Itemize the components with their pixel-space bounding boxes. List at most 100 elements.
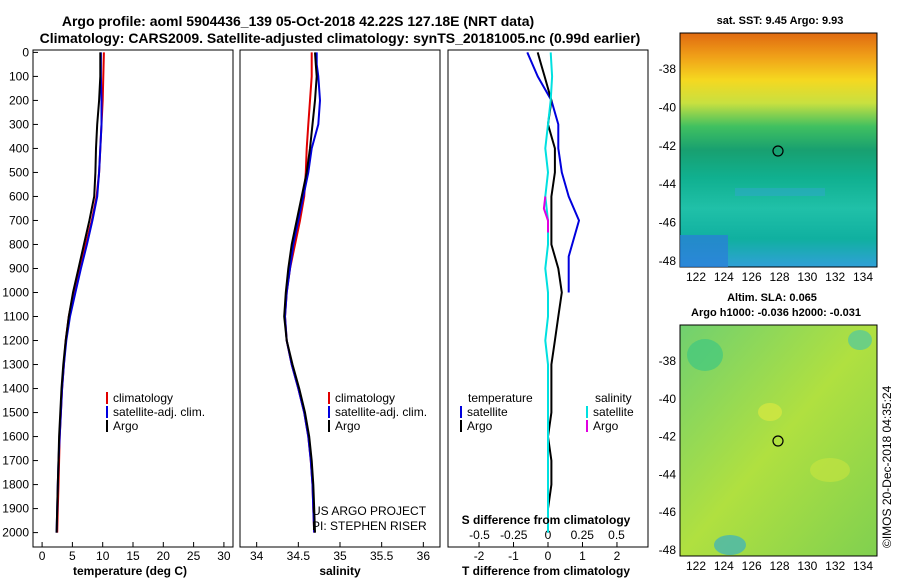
x-tick-label: 34.5: [287, 549, 311, 563]
x-tick-label: 30: [217, 549, 231, 563]
depth-tick-label: 1200: [2, 334, 29, 348]
map-lon-label: 126: [742, 559, 762, 573]
depth-tick-label: 1900: [2, 502, 29, 516]
sla-low-blob: [848, 330, 872, 350]
sst-map-ticks: 122 124 126 128 130 132 134 -38 -40 -42 -44 -46 -48: [659, 62, 874, 284]
temperature-legend: climatology satellite-adj. clim. Argo: [106, 391, 205, 433]
depth-tick-label: 400: [9, 141, 29, 155]
series-line-1-2: [283, 52, 318, 533]
depth-axis: 0 100 200 300 400 500 600 700 800 900 1000 1100 1200…: [2, 45, 38, 540]
series-line-1-1: [284, 52, 321, 533]
legend-header-salinity: salinity: [595, 391, 632, 405]
series-line-2-3: [542, 196, 549, 233]
map-lon-label: 122: [686, 559, 706, 573]
legend-t-satellite: satellite: [467, 405, 508, 419]
depth-tick-label: 1700: [2, 454, 29, 468]
temperature-plot: 0 5 10 15 20 25 30: [39, 52, 231, 563]
depth-tick-label: 1500: [2, 406, 29, 420]
salinity-plot: 34 34.5 35 35.5 36: [250, 52, 430, 563]
sla-low-blob: [687, 339, 723, 371]
depth-tick-label: 1400: [2, 382, 29, 396]
depth-tick-label: 1800: [2, 478, 29, 492]
s-tick-label: 0.25: [571, 528, 595, 542]
legend-t-argo: Argo: [467, 419, 493, 433]
s-difference-xlabel: S difference from climatology: [462, 513, 631, 527]
s-tick-label: -0.5: [469, 528, 490, 542]
sla-map: Altim. SLA: 0.065 Argo h1000: -0.036 h20…: [659, 292, 878, 573]
depth-tick-label: 100: [9, 69, 29, 83]
map-lon-label: 124: [714, 559, 734, 573]
depth-tick-label: 800: [9, 237, 29, 251]
x-tick-label: 1: [579, 549, 586, 563]
map-lon-label: 124: [714, 270, 734, 284]
depth-tick-label: 900: [9, 261, 29, 275]
sst-field: [679, 32, 878, 268]
map-lat-label: -40: [659, 392, 677, 406]
x-tick-label: 0: [39, 549, 46, 563]
map-lat-label: -44: [659, 177, 677, 191]
x-tick-label: 35: [333, 549, 347, 563]
sla-map-title-1: Altim. SLA: 0.065: [727, 292, 817, 304]
difference-xlabel: T difference from climatology: [462, 564, 630, 578]
argo-position-marker: [772, 145, 784, 157]
sst-map: sat. SST: 9.45 Argo: 9.93 122 124 126 128 13…: [659, 15, 878, 284]
map-lon-label: 128: [769, 270, 789, 284]
depth-tick-label: 1000: [2, 285, 29, 299]
salinity-legend: climatology satellite-adj. clim. Argo US…: [312, 391, 427, 533]
x-tick-label: -1: [508, 549, 519, 563]
map-lon-label: 130: [797, 270, 817, 284]
map-lat-label: -48: [659, 254, 677, 268]
map-lon-label: 134: [853, 559, 873, 573]
legend-s-argo: Argo: [593, 419, 619, 433]
legend-s-satellite: satellite: [593, 405, 634, 419]
legend-satellite: satellite-adj. clim.: [335, 405, 427, 419]
x-tick-label: 35.5: [370, 549, 394, 563]
series-line-0-1: [55, 52, 103, 533]
legend-satellite: satellite-adj. clim.: [113, 405, 205, 419]
map-lon-label: 122: [686, 270, 706, 284]
temperature-xlabel: temperature (deg C): [73, 564, 187, 578]
temperature-panel: [32, 49, 234, 548]
map-lat-label: -48: [659, 543, 677, 557]
depth-tick-label: 1300: [2, 358, 29, 372]
sla-map-title-2: Argo h1000: -0.036 h2000: -0.031: [691, 307, 861, 319]
series-line-2-2: [544, 52, 554, 533]
legend-argo: Argo: [113, 419, 139, 433]
depth-tick-label: 1100: [3, 310, 29, 324]
salinity-panel: [239, 49, 441, 548]
legend-header-temperature: temperature: [468, 391, 533, 405]
s-tick-label: -0.25: [500, 528, 528, 542]
x-tick-label: 34: [250, 549, 264, 563]
map-lon-label: 128: [769, 559, 789, 573]
x-tick-label: 25: [187, 549, 201, 563]
map-lon-label: 134: [853, 270, 873, 284]
salinity-xlabel: salinity: [319, 564, 361, 578]
x-tick-label: 0: [545, 549, 552, 563]
sst-map-title: sat. SST: 9.45 Argo: 9.93: [717, 15, 844, 27]
x-tick-label: 20: [157, 549, 171, 563]
series-line-0-2: [55, 52, 102, 533]
map-lat-label: -46: [659, 216, 677, 230]
s-tick-label: 0: [545, 528, 552, 542]
depth-tick-label: 300: [9, 117, 29, 131]
map-lat-label: -40: [659, 100, 677, 114]
credit-pi: PI: STEPHEN RISER: [312, 519, 427, 533]
x-tick-label: 10: [96, 549, 110, 563]
depth-tick-label: 500: [9, 165, 29, 179]
imos-stamp: ©IMOS 20-Dec-2018 04:35:24: [880, 385, 894, 548]
title-line-2: Climatology: CARS2009. Satellite-adjuste…: [40, 30, 641, 46]
sla-high-blob: [810, 458, 850, 482]
credit-project: US ARGO PROJECT: [312, 504, 427, 518]
map-lat-label: -44: [659, 467, 677, 481]
sst-cool-band: [735, 188, 825, 196]
depth-tick-label: 2000: [2, 526, 29, 540]
title-line-1: Argo profile: aoml 5904436_139 05-Oct-20…: [62, 13, 534, 29]
legend-climatology: climatology: [113, 391, 173, 405]
difference-legend: temperature salinity satellite Argo sate…: [460, 391, 634, 433]
x-tick-label: 15: [126, 549, 140, 563]
depth-tick-label: 700: [9, 213, 29, 227]
legend-climatology: climatology: [335, 391, 395, 405]
x-tick-label: 2: [614, 549, 621, 563]
